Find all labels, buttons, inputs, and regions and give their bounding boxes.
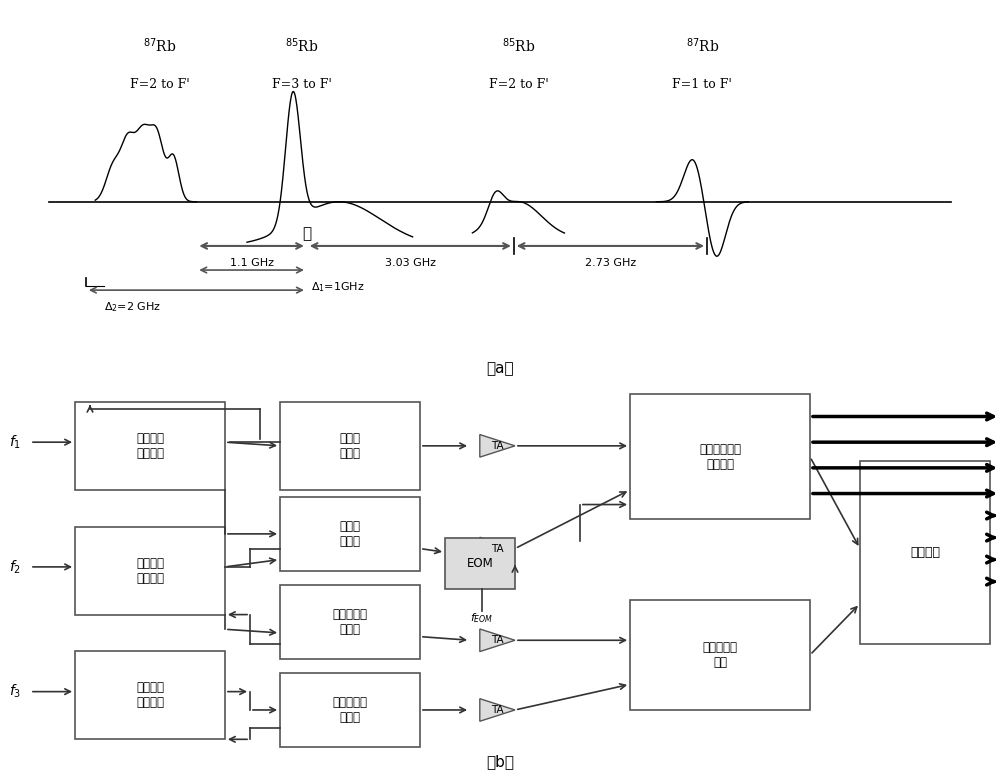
FancyBboxPatch shape [630,394,810,519]
Text: 第一拉曼光
激光器: 第一拉曼光 激光器 [332,608,368,636]
Text: （a）: （a） [486,362,514,376]
FancyBboxPatch shape [75,402,225,490]
Polygon shape [480,629,515,652]
Text: $f_3$: $f_3$ [9,683,21,700]
Text: 第三拍频
锁相电路: 第三拍频 锁相电路 [136,681,164,709]
Text: EOM: EOM [467,556,493,570]
Text: F=2 to F': F=2 to F' [489,78,548,92]
Text: 1.1 GHz: 1.1 GHz [230,258,274,268]
FancyBboxPatch shape [75,527,225,615]
Text: $^{87}$Rb: $^{87}$Rb [143,36,176,55]
FancyBboxPatch shape [280,497,420,570]
FancyBboxPatch shape [630,600,810,710]
Text: 参考光
激光器: 参考光 激光器 [340,520,360,548]
Polygon shape [480,698,515,721]
Text: $^{85}$Rb: $^{85}$Rb [502,36,535,55]
Text: （b）: （b） [486,753,514,769]
Text: $^{85}$Rb: $^{85}$Rb [285,36,319,55]
FancyBboxPatch shape [280,402,420,490]
FancyBboxPatch shape [75,651,225,740]
Text: $f_{EOM}$: $f_{EOM}$ [470,611,494,625]
Text: F=3 to F': F=3 to F' [272,78,332,92]
Text: $f_2$: $f_2$ [9,558,21,576]
Text: TA: TA [491,543,504,553]
Text: F=1 to F': F=1 to F' [672,78,732,92]
Text: TA: TA [491,441,504,451]
FancyBboxPatch shape [860,460,990,644]
Text: $^{87}$Rb: $^{87}$Rb [686,36,719,55]
Text: $\Delta_2$=2 GHz: $\Delta_2$=2 GHz [104,300,162,314]
Text: F=2 to F': F=2 to F' [130,78,189,92]
FancyBboxPatch shape [445,538,515,589]
Text: 第一拍频
锁相电路: 第一拍频 锁相电路 [136,432,164,460]
Text: $\Delta_1$=1GHz: $\Delta_1$=1GHz [311,280,365,294]
Polygon shape [480,435,515,457]
Text: TA: TA [491,636,504,646]
FancyBboxPatch shape [280,585,420,659]
Text: 合束、开关
模块: 合束、开关 模块 [702,641,738,669]
Text: 3.03 GHz: 3.03 GHz [385,258,436,268]
Polygon shape [480,537,515,559]
Text: 🔒: 🔒 [302,226,311,241]
Text: 第二拉曼光
激光器: 第二拉曼光 激光器 [332,696,368,724]
Text: $f_1$: $f_1$ [9,434,21,451]
Text: 分光、合束、
开关模块: 分光、合束、 开关模块 [699,443,741,471]
Text: TA: TA [491,705,504,715]
Text: 第二拍频
锁相电路: 第二拍频 锁相电路 [136,556,164,584]
FancyBboxPatch shape [280,674,420,747]
Text: 冷却光
激光器: 冷却光 激光器 [340,432,360,460]
Text: 2.73 GHz: 2.73 GHz [585,258,636,268]
Text: 真空容器: 真空容器 [910,546,940,559]
